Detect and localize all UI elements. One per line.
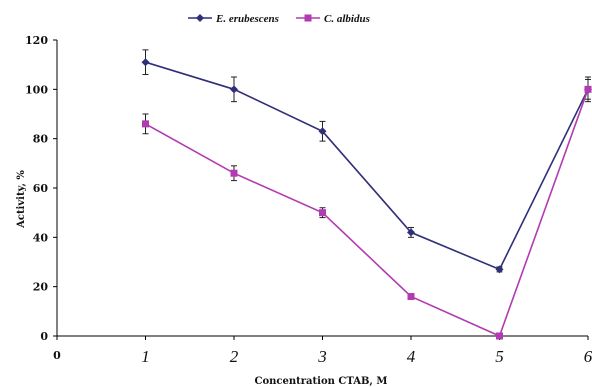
- data-point-e-erubescens: [141, 58, 150, 67]
- legend-label-c-albidus: C. albidus: [324, 13, 370, 25]
- y-tick-label: 100: [25, 83, 48, 96]
- series-line-e-erubescens: [145, 61, 589, 271]
- x-tick-label: 6: [584, 347, 592, 366]
- series-layer: [141, 49, 592, 340]
- series-line-c-albidus: [145, 89, 589, 338]
- y-tick-label: 40: [33, 231, 49, 244]
- axes: [53, 39, 589, 340]
- legend-marker-e-erubescens: [196, 14, 204, 22]
- data-point-c-albidus: [496, 332, 503, 340]
- series-c-albidus: [142, 78, 592, 340]
- y-tick-label: 0: [40, 330, 48, 343]
- y-tick-label: 20: [33, 281, 49, 294]
- data-point-c-albidus: [584, 85, 592, 93]
- legend-marker-c-albidus: [304, 14, 312, 22]
- series-e-erubescens: [141, 49, 592, 274]
- x-tick-label: 3: [317, 347, 327, 366]
- y-tick-label: 120: [25, 34, 48, 47]
- data-point-c-albidus: [142, 120, 149, 128]
- data-point-e-erubescens: [230, 85, 238, 94]
- data-point-c-albidus: [319, 209, 326, 217]
- legend: E. erubescens C. albidus: [188, 13, 370, 25]
- x-axis-title: Concentration CTAB, M: [255, 376, 388, 387]
- x-tick-label: 0: [53, 349, 61, 362]
- tick-labels: 0 20 40 60 80 100 120 0 1 2 3 4 5 6: [25, 34, 592, 366]
- data-point-e-erubescens: [407, 228, 415, 237]
- y-tick-label: 60: [33, 182, 49, 195]
- x-tick-label: 2: [230, 347, 239, 366]
- legend-label-e-erubescens: E. erubescens: [215, 13, 279, 25]
- y-axis-title: Activity, %: [16, 170, 27, 229]
- x-tick-label: 4: [407, 347, 416, 366]
- x-tick-label: 5: [495, 347, 504, 366]
- data-point-e-erubescens: [495, 265, 504, 274]
- data-point-e-erubescens: [318, 127, 327, 136]
- x-tick-label: 1: [141, 347, 150, 366]
- data-point-c-albidus: [230, 169, 238, 177]
- data-point-c-albidus: [407, 293, 415, 301]
- y-tick-label: 80: [33, 133, 49, 146]
